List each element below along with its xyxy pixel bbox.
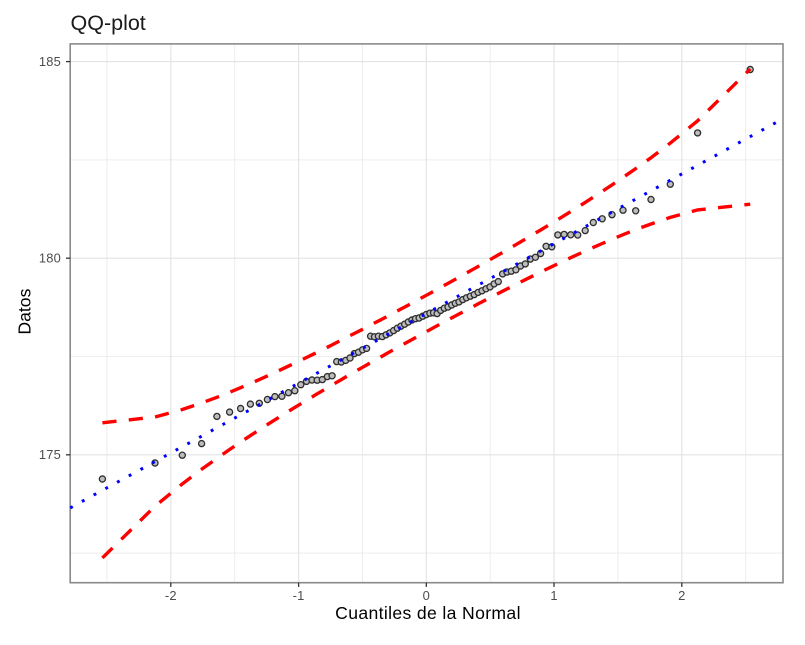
svg-text:0: 0 <box>423 588 430 603</box>
svg-text:-1: -1 <box>293 588 305 603</box>
svg-text:1: 1 <box>550 588 557 603</box>
svg-text:-2: -2 <box>165 588 177 603</box>
svg-text:Datos: Datos <box>15 288 35 334</box>
svg-text:Cuantiles de la Normal: Cuantiles de la Normal <box>335 603 521 623</box>
svg-text:QQ-plot: QQ-plot <box>71 11 146 35</box>
svg-text:185: 185 <box>39 54 61 69</box>
svg-text:2: 2 <box>678 588 685 603</box>
svg-text:175: 175 <box>39 447 61 462</box>
svg-text:180: 180 <box>39 251 61 266</box>
